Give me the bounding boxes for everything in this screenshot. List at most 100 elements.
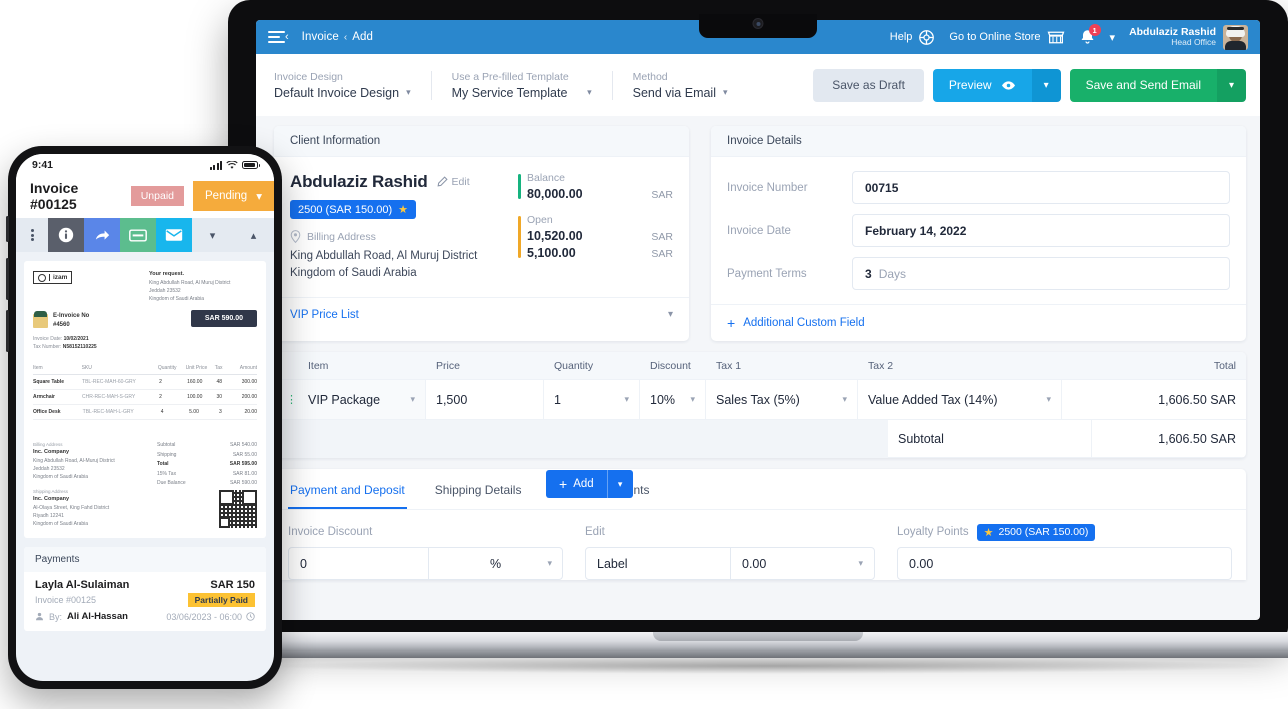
- add-line-item-button[interactable]: + Add: [546, 470, 607, 498]
- breadcrumb-root[interactable]: Invoice: [301, 31, 339, 43]
- save-send-split-button[interactable]: Save and Send Email ▾: [1069, 68, 1246, 102]
- phone-scroll-area[interactable]: izam Your request. King Abdullah Road, A…: [16, 252, 274, 640]
- payment-terms-row: Payment Terms 3 Days: [727, 257, 1230, 290]
- prefilled-template-select[interactable]: Use a Pre-filled Template My Service Tem…: [452, 70, 613, 100]
- row-total: 1,606.50 SAR: [1062, 380, 1246, 420]
- total-label: Subtotal: [157, 442, 176, 448]
- edit-label-input[interactable]: Label: [586, 548, 731, 579]
- invoice-discount-unit: %: [489, 556, 502, 571]
- preview-dropdown-button[interactable]: ▾: [1031, 68, 1061, 102]
- avatar-body: [1225, 40, 1246, 50]
- document-totals: Subtotal SAR 540.00 Shipping SAR 55.00 T…: [151, 442, 257, 528]
- invoice-discount-group: Invoice Discount 0 % ▾: [288, 523, 563, 580]
- invoice-design-value: Default Invoice Design: [274, 85, 400, 100]
- preview-button[interactable]: Preview: [932, 68, 1032, 102]
- save-and-send-email-button[interactable]: Save and Send Email: [1069, 68, 1217, 102]
- chevron-down-icon: ▾: [587, 87, 592, 97]
- price-input[interactable]: 1,500: [426, 380, 544, 420]
- email-icon[interactable]: [156, 218, 192, 252]
- wifi-icon: [226, 160, 238, 169]
- save-send-dropdown-button[interactable]: ▾: [1217, 68, 1246, 102]
- balance-currency: SAR: [651, 189, 673, 201]
- loyalty-points-input[interactable]: 0.00: [898, 548, 1231, 579]
- star-icon: ★: [983, 526, 994, 539]
- open-line-1: 10,520.00 SAR: [527, 229, 673, 243]
- save-as-draft-button[interactable]: Save as Draft: [813, 68, 924, 102]
- chevron-down-icon[interactable]: ▾: [209, 229, 216, 242]
- online-store-link[interactable]: Go to Online Store: [949, 30, 1064, 45]
- open-currency-1: SAR: [651, 231, 673, 243]
- tab-payment-and-deposit[interactable]: Payment and Deposit: [288, 469, 407, 509]
- top-cards-row: Client Information Abdulaziz Rashid: [274, 126, 1246, 341]
- method-value-row[interactable]: Send via Email ▾: [633, 86, 728, 100]
- invoice-design-select[interactable]: Invoice Design Default Invoice Design ▾: [274, 70, 432, 100]
- payment-row-main[interactable]: Layla Al-Sulaiman SAR 150: [35, 579, 255, 591]
- info-icon[interactable]: [48, 218, 84, 252]
- add-line-item-dropdown[interactable]: ▾: [606, 470, 633, 498]
- page-content: Client Information Abdulaziz Rashid: [256, 116, 1260, 580]
- edit-client-button[interactable]: Edit: [436, 176, 470, 188]
- notifications-button[interactable]: 1: [1079, 24, 1101, 46]
- tax1-select[interactable]: Sales Tax (5%) ▾: [706, 380, 858, 420]
- col-quantity: Quantity: [554, 359, 594, 372]
- logo-text: izam: [49, 274, 67, 281]
- more-options-icon[interactable]: [16, 218, 48, 252]
- avatar-band: [1227, 26, 1244, 30]
- col-price: Price: [436, 359, 460, 372]
- item-select[interactable]: VIP Package ▾: [298, 380, 426, 420]
- browser-viewport: ‹ Invoice ‹ Add Help: [256, 20, 1260, 620]
- tab-shipping-details[interactable]: Shipping Details: [434, 483, 522, 497]
- loyalty-points-badge[interactable]: ★ 2500 (SAR 150.00): [976, 523, 1096, 541]
- avatar[interactable]: [1223, 24, 1248, 50]
- prefilled-template-value-row[interactable]: My Service Template ▾: [452, 86, 592, 100]
- prefilled-template-value: My Service Template: [451, 85, 568, 100]
- shipping-address-label: Shipping Address: [33, 489, 69, 494]
- payment-terms-input[interactable]: 3 Days: [852, 257, 1230, 290]
- tax2-select[interactable]: Value Added Tax (14%) ▾: [858, 380, 1062, 420]
- phone-mockup: 9:41 Invoice #00125 Unpaid Pending ▾: [6, 146, 282, 689]
- edit-amount-select[interactable]: 0.00 ▾: [731, 548, 874, 579]
- chevron-down-icon[interactable]: ▾: [1109, 31, 1116, 44]
- add-line-item-split-button[interactable]: + Add ▾: [546, 470, 633, 498]
- chevron-down-icon[interactable]: ▾: [667, 309, 673, 320]
- billing-address-label-row: Billing Address: [290, 230, 518, 243]
- help-label: Help: [889, 31, 913, 43]
- drow-sku: TBL-REC-MAH-L-GRY: [82, 409, 134, 416]
- payment-card-icon[interactable]: [120, 218, 156, 252]
- drow-price: 160.00: [187, 379, 203, 386]
- help-button[interactable]: Help: [890, 29, 936, 46]
- status-indicators: [209, 160, 260, 170]
- drow-tax: 48: [216, 379, 223, 386]
- invoice-design-value-row[interactable]: Default Invoice Design ▾: [274, 86, 411, 100]
- card-glyph: [129, 228, 147, 242]
- col-tax2: Tax 2: [868, 359, 894, 372]
- discount-select[interactable]: 10% ▾: [640, 380, 706, 420]
- client-loyalty-badge[interactable]: 2500 (SAR 150.00) ★: [290, 200, 417, 219]
- user-menu[interactable]: Abdulaziz Rashid Head Office: [1129, 24, 1248, 50]
- location-pin-icon: [290, 230, 301, 243]
- invoice-discount-input[interactable]: 0: [289, 548, 429, 579]
- invoice-number-input[interactable]: 00715: [852, 171, 1230, 204]
- billing-address: King Abdullah Road, Al-Muruj District Je…: [33, 457, 151, 481]
- quantity-select[interactable]: 1 ▾: [544, 380, 640, 420]
- menu-toggle[interactable]: ‹: [268, 31, 289, 43]
- subtotal-row: Subtotal 1,606.50 SAR: [274, 420, 1246, 458]
- avatar-headwear: [1226, 25, 1245, 37]
- vip-price-list-row[interactable]: VIP Price List ▾: [274, 296, 689, 332]
- vip-price-list-link[interactable]: VIP Price List: [290, 308, 359, 321]
- invoice-date-input[interactable]: February 14, 2022: [852, 214, 1230, 247]
- share-icon[interactable]: [84, 218, 120, 252]
- chevron-up-icon[interactable]: ▴: [250, 229, 257, 242]
- client-card-title: Client Information: [274, 126, 689, 157]
- payments-title: Payments: [24, 547, 266, 572]
- preview-split-button[interactable]: Preview ▾: [932, 68, 1061, 102]
- status-dropdown-pending[interactable]: Pending ▾: [193, 181, 274, 211]
- clock-icon: [246, 612, 255, 621]
- method-select[interactable]: Method Send via Email ▾: [633, 71, 748, 100]
- request-line-2: Jeddah 23532: [149, 287, 181, 294]
- add-custom-field-button[interactable]: + Additional Custom Field: [711, 304, 1246, 341]
- hamburger-icon[interactable]: [268, 31, 285, 43]
- battery-icon: [242, 161, 260, 169]
- invoice-discount-unit-select[interactable]: % ▾: [429, 548, 562, 579]
